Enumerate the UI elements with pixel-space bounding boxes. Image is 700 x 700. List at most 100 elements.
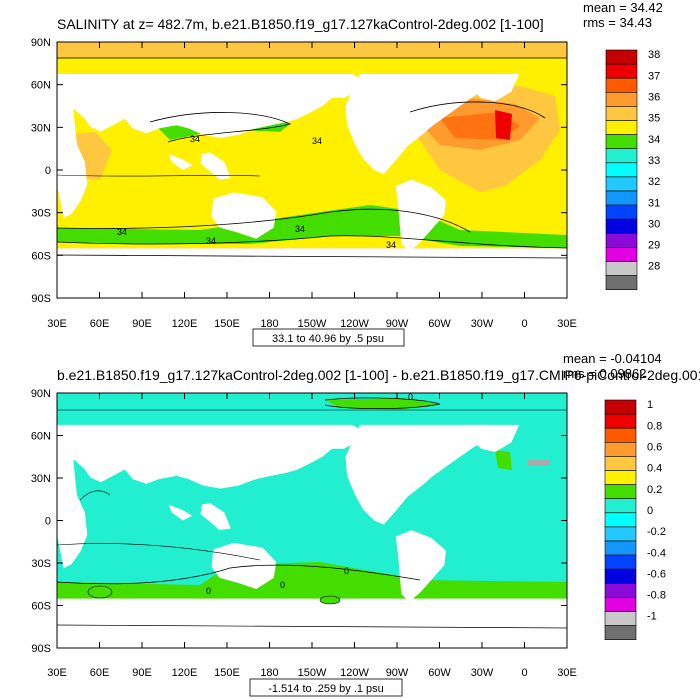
panel-2-footer: -1.514 to .259 by .1 psu xyxy=(268,683,384,695)
colorbar-label: 30 xyxy=(648,218,660,230)
colorbar-swatch xyxy=(604,512,637,528)
lon-label: 150E xyxy=(214,318,240,330)
panel-2-ticks xyxy=(56,392,568,649)
colorbar-label: -0.2 xyxy=(647,526,666,538)
colorbar-swatch xyxy=(605,134,638,150)
panel-1-ticks xyxy=(56,41,568,299)
lat-label: 60N xyxy=(31,431,51,443)
lat-label: 90N xyxy=(31,37,51,49)
lon-label: 30E xyxy=(47,318,67,330)
panel-2-lat-labels: 90N 60N 30N 0 30S 60S 90S xyxy=(31,388,51,655)
colorbar-swatch xyxy=(605,233,638,248)
panel-2-map xyxy=(57,393,567,648)
colorbar-swatch xyxy=(605,190,638,206)
panel-1-mean: mean = 34.42 xyxy=(583,0,663,15)
lon-label: 120W xyxy=(340,318,369,330)
lat-label: 60S xyxy=(31,250,51,262)
colorbar-label: 29 xyxy=(648,240,660,252)
lat-label: 0 xyxy=(45,165,51,177)
panel-1-footer: 33.1 to 40.96 by .5 psu xyxy=(272,333,384,345)
colorbar-swatch xyxy=(604,498,637,514)
colorbar-swatch xyxy=(604,427,637,443)
colorbar-swatch xyxy=(605,77,638,93)
lat-label: 30S xyxy=(31,208,51,220)
colorbar-swatch xyxy=(605,120,638,135)
colorbar-swatch xyxy=(604,597,637,612)
colorbar-swatch xyxy=(605,148,638,164)
colorbar-label: 31 xyxy=(648,197,660,209)
colorbar-label: 0.6 xyxy=(647,442,662,454)
contour-label: 0 xyxy=(206,586,211,596)
colorbar-label: -0.8 xyxy=(647,590,666,602)
panel-2-footer-box xyxy=(249,678,403,697)
colorbar-label: 34 xyxy=(648,134,660,146)
contour-label: 34 xyxy=(312,136,322,146)
colorbar-swatch xyxy=(604,413,637,429)
colorbar-swatch xyxy=(604,582,637,598)
colorbar-label: -0.6 xyxy=(647,568,666,580)
lon-label: 30E xyxy=(47,667,67,679)
lat-label: 30N xyxy=(31,122,51,134)
lon-label: 60E xyxy=(90,667,110,679)
colorbar-label: 1 xyxy=(647,399,653,411)
colorbar-swatch xyxy=(604,554,637,570)
colorbar-label: 32 xyxy=(648,176,660,188)
lon-label: 150W xyxy=(298,318,327,330)
colorbar-label: -0.4 xyxy=(647,547,666,559)
colorbar-swatch xyxy=(604,399,637,415)
panel-1-footer-box xyxy=(252,328,405,347)
lon-label: 120E xyxy=(172,667,198,679)
contour-label: 34 xyxy=(386,240,396,250)
lon-label: 30W xyxy=(471,667,494,679)
colorbar-label: -1 xyxy=(647,611,657,623)
colorbar-swatch xyxy=(604,456,637,471)
panel-1-title: SALINITY at z= 482.7m, b.e21.B1850.f19_g… xyxy=(57,16,544,32)
colorbar-label: 28 xyxy=(648,261,660,273)
contour-label: 34 xyxy=(206,236,216,246)
colorbar-label: 37 xyxy=(648,70,660,82)
colorbar-swatch xyxy=(605,204,638,220)
lon-label: 30E xyxy=(557,667,577,679)
contour-label: 0 xyxy=(344,566,349,576)
lon-label: 180 xyxy=(260,318,278,330)
colorbar-label: 33 xyxy=(648,155,660,167)
panel-1-rms: rms = 34.43 xyxy=(583,15,652,30)
colorbar-label: 0.2 xyxy=(647,484,662,496)
panel-1-colorbar: 38 37 36 35 34 33 32 31 30 29 28 xyxy=(605,49,660,291)
lon-label: 150W xyxy=(298,667,327,679)
panel-2: b.e21.B1850.f19_g17.127kaControl-2deg.00… xyxy=(31,351,700,697)
colorbar-swatch xyxy=(604,540,637,556)
lat-label: 90S xyxy=(31,643,51,655)
lon-label: 90W xyxy=(386,667,409,679)
lon-label: 120E xyxy=(172,318,198,330)
contour-label: 0 xyxy=(280,580,285,590)
colorbar-swatch xyxy=(605,275,638,291)
colorbar-label: 0.4 xyxy=(647,463,662,475)
lat-label: 0 xyxy=(45,516,51,528)
lon-label: 30W xyxy=(471,318,494,330)
lon-label: 90E xyxy=(132,667,152,679)
lat-label: 60N xyxy=(31,80,51,92)
lat-label: 30N xyxy=(31,473,51,485)
colorbar-label: 36 xyxy=(648,92,660,104)
colorbar-swatch xyxy=(604,568,637,584)
colorbar-swatch xyxy=(604,484,637,500)
lon-label: 180 xyxy=(260,667,278,679)
lat-label: 60S xyxy=(31,601,51,613)
contour-label: 34 xyxy=(117,227,127,237)
panel-1-map xyxy=(57,42,567,298)
panel-2-title: b.e21.B1850.f19_g17.127kaControl-2deg.00… xyxy=(57,367,700,383)
colorbar-label: 0 xyxy=(647,505,653,517)
lon-label: 0 xyxy=(521,667,527,679)
colorbar-swatch xyxy=(604,441,637,457)
lat-label: 90N xyxy=(31,388,51,400)
colorbar-swatch xyxy=(605,106,638,121)
colorbar-swatch xyxy=(605,176,638,192)
lon-label: 90E xyxy=(132,318,152,330)
lon-label: 150E xyxy=(214,667,240,679)
colorbar-swatch xyxy=(604,611,637,626)
lon-label: 0 xyxy=(521,318,527,330)
colorbar-swatch xyxy=(605,247,638,262)
lon-label: 120W xyxy=(340,667,369,679)
